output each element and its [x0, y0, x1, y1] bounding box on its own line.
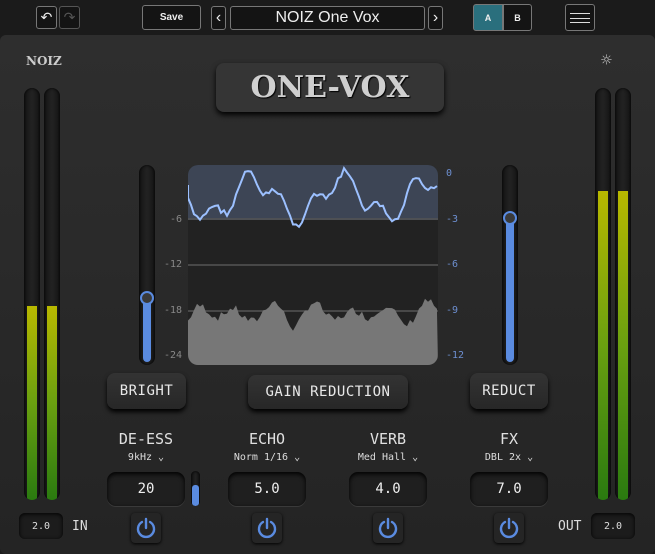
module-value[interactable]: 4.0 [349, 472, 427, 506]
input-meter-right [44, 88, 60, 500]
output-meter-left [595, 88, 611, 500]
gain-reduction-graph [188, 165, 438, 365]
module-value[interactable]: 7.0 [470, 472, 548, 506]
module-dropdown[interactable]: 9kHz ⌄ [86, 452, 206, 463]
dropdown-value: Med Hall [357, 452, 407, 463]
module-title: FX [499, 430, 519, 448]
bright-slider[interactable] [139, 165, 155, 365]
gain-reduction-button[interactable]: GAIN REDUCTION [248, 375, 408, 409]
reduct-slider[interactable] [502, 165, 518, 365]
right-axis-tick: -6 [446, 259, 459, 270]
redo-icon: ↷ [63, 9, 76, 25]
menu-button[interactable] [565, 4, 595, 31]
undo-icon: ↶ [40, 9, 53, 25]
output-label: OUT [558, 519, 582, 534]
ab-a-button[interactable]: A [473, 4, 503, 31]
input-meter-left [24, 88, 40, 500]
dropdown-value: DBL 2x [484, 452, 522, 463]
input-gain-value[interactable]: 2.0 [19, 513, 63, 539]
power-button[interactable] [131, 513, 161, 543]
left-axis-tick: -6 [169, 213, 182, 225]
chevron-down-icon: ⌄ [158, 452, 165, 463]
top-bar: ↶ ↷ Save ‹ NOIZ One Vox › A B [0, 0, 655, 35]
save-button[interactable]: Save [142, 5, 201, 30]
deess-mini-slider[interactable] [191, 471, 200, 506]
input-label: IN [72, 519, 88, 534]
module-value[interactable]: 20 [107, 472, 185, 506]
chevron-left-icon: ‹ [215, 9, 222, 26]
module-dropdown[interactable]: Norm 1/16 ⌄ [207, 452, 327, 463]
left-axis-tick: -12 [163, 259, 182, 270]
bright-slider-handle[interactable] [140, 290, 154, 305]
product-title: ONE-VOX [216, 63, 444, 112]
dropdown-value: Norm 1/16 [233, 452, 289, 463]
module-title: ECHO [248, 430, 286, 448]
power-button[interactable] [494, 513, 524, 543]
reduct-button[interactable]: REDUCT [470, 373, 548, 409]
redo-button[interactable]: ↷ [59, 6, 80, 29]
module-title: DE-ESS [118, 430, 174, 448]
chevron-down-icon: ⌄ [412, 452, 419, 463]
power-icon [378, 517, 398, 539]
output-meter-right [615, 88, 631, 500]
left-axis-tick: -18 [163, 304, 182, 316]
hamburger-icon [570, 12, 590, 23]
output-gain-value[interactable]: 2.0 [591, 513, 635, 539]
module-title: VERB [369, 430, 407, 448]
preset-name[interactable]: NOIZ One Vox [230, 6, 425, 30]
module-dropdown[interactable]: DBL 2x ⌄ [449, 452, 569, 463]
power-button[interactable] [373, 513, 403, 543]
input-waveform [188, 298, 438, 365]
power-icon [257, 517, 277, 539]
dropdown-value: 9kHz [127, 452, 153, 463]
next-preset-button[interactable]: › [428, 6, 443, 30]
left-axis-tick: -24 [163, 350, 182, 361]
power-icon [136, 517, 156, 539]
noiz-logo: NOIZ [26, 54, 62, 68]
right-axis-tick: -12 [446, 350, 465, 361]
reduct-slider-handle[interactable] [503, 211, 517, 226]
bright-button[interactable]: BRIGHT [107, 373, 186, 409]
undo-button[interactable]: ↶ [36, 6, 57, 29]
module-dropdown[interactable]: Med Hall ⌄ [328, 452, 448, 463]
gain-reduction-line [188, 166, 438, 229]
right-axis-tick: -3 [446, 213, 459, 225]
right-axis-tick: -9 [446, 304, 459, 316]
chevron-down-icon: ⌄ [527, 452, 534, 463]
ab-b-button[interactable]: B [503, 4, 532, 31]
chevron-right-icon: › [432, 9, 439, 26]
prev-preset-button[interactable]: ‹ [211, 6, 226, 30]
chevron-down-icon: ⌄ [294, 452, 301, 463]
power-icon [499, 517, 519, 539]
brightness-icon[interactable]: ☼ [601, 50, 612, 71]
power-button[interactable] [252, 513, 282, 543]
right-axis-tick: 0 [446, 168, 453, 179]
module-value[interactable]: 5.0 [228, 472, 306, 506]
